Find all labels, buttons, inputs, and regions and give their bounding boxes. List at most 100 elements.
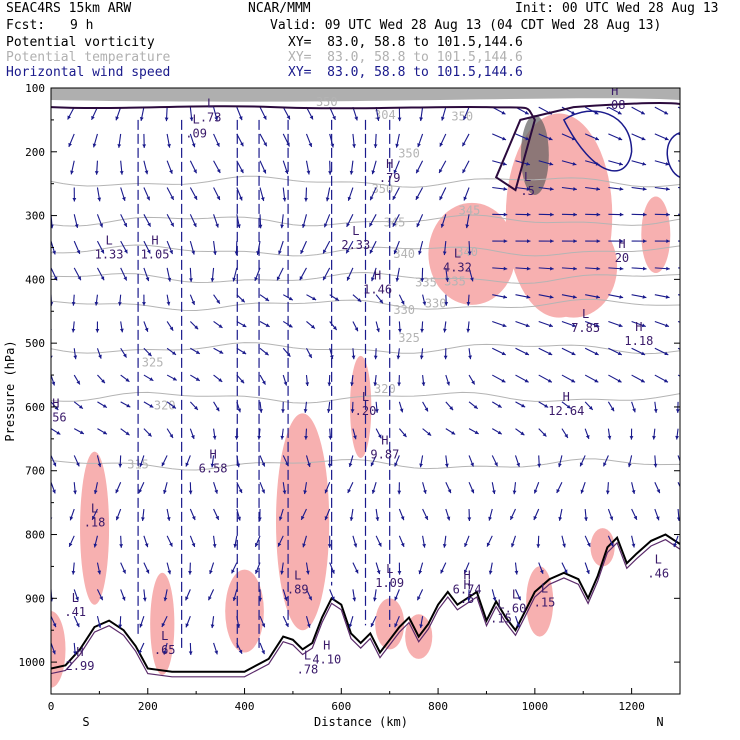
wind-arrowhead <box>420 328 425 333</box>
wind-arrowhead <box>473 404 478 409</box>
wind-arrowhead <box>594 110 599 115</box>
wind-arrowhead <box>572 161 577 166</box>
wind-arrowhead <box>302 543 306 548</box>
wind-arrowhead <box>664 110 669 115</box>
wind-arrowhead <box>163 597 168 602</box>
wind-arrowhead <box>71 301 76 306</box>
wind-arrowhead <box>76 249 81 254</box>
wind-arrowhead <box>373 382 378 386</box>
wind-arrowhead <box>629 436 634 440</box>
wind-arrowhead <box>548 323 553 328</box>
wind-arrowhead <box>125 378 130 382</box>
wind-arrowhead <box>510 515 514 520</box>
wind-arrowhead <box>596 212 601 217</box>
extremum-marker-L: L <box>497 597 504 611</box>
wind-arrowhead <box>325 197 330 202</box>
wind-arrowhead <box>215 223 219 228</box>
wind-arrowhead <box>212 435 217 440</box>
wind-arrowhead <box>491 490 496 495</box>
extremum-value: 7.85 <box>571 321 600 335</box>
extremum-value: .56 <box>45 410 67 424</box>
wind-arrowhead <box>208 596 212 601</box>
wind-arrowhead <box>440 569 444 574</box>
wind-arrowhead <box>288 296 293 301</box>
extremum-marker-L: L <box>91 502 98 516</box>
wind-arrowhead <box>44 115 47 119</box>
wind-arrowhead <box>219 350 224 354</box>
wind-arrowhead <box>238 489 243 494</box>
wind-arrowhead <box>167 277 172 282</box>
wind-arrowhead <box>526 239 531 244</box>
extremum-value: .60 <box>505 602 527 616</box>
wind-arrowhead <box>571 378 576 383</box>
wind-arrowhead <box>301 223 306 228</box>
wind-arrowhead <box>324 516 329 521</box>
wind-arrowhead <box>218 378 223 382</box>
wind-arrowhead <box>283 596 288 601</box>
wind-arrowhead <box>526 187 531 191</box>
wind-arrowhead <box>503 187 508 191</box>
wind-arrowhead <box>328 171 332 175</box>
extremum-marker-H: H <box>52 396 59 410</box>
wind-arrowhead <box>254 276 258 281</box>
wind-arrowhead <box>139 623 143 628</box>
wind-arrowhead <box>526 266 531 271</box>
wind-arrowhead <box>542 432 547 437</box>
wind-arrowhead <box>664 378 669 383</box>
wind-arrowhead <box>665 161 670 166</box>
wind-arrowhead <box>526 295 531 299</box>
wind-vector <box>51 535 52 538</box>
pv-shaded-region <box>428 202 516 305</box>
wind-arrowhead <box>375 517 380 521</box>
wind-arrowhead <box>97 197 102 202</box>
wind-arrowhead <box>170 222 174 227</box>
pv-shaded-region <box>275 413 330 631</box>
wind-arrowhead <box>195 350 200 354</box>
wind-arrowhead <box>673 543 678 548</box>
wind-arrowhead <box>465 224 470 229</box>
field-theta-name: Potential temperature <box>6 50 171 65</box>
wind-arrowhead <box>400 300 405 305</box>
wind-arrowhead <box>596 295 600 299</box>
wind-arrowhead <box>609 516 614 521</box>
wind-arrowhead <box>194 325 199 330</box>
wind-arrowhead <box>309 115 314 120</box>
wind-arrowhead <box>169 250 173 255</box>
extremum-marker-H: H <box>323 639 330 653</box>
wind-arrowhead <box>52 623 57 628</box>
wind-arrowhead <box>261 623 266 628</box>
wind-arrowhead <box>332 115 336 120</box>
wind-arrowhead <box>488 516 492 521</box>
wind-arrowhead <box>655 516 660 521</box>
wind-arrowhead <box>690 239 694 243</box>
wind-arrowhead <box>419 355 424 360</box>
wind-arrowhead <box>525 323 530 328</box>
wind-arrowhead <box>397 490 402 495</box>
wind-arrowhead <box>303 409 308 413</box>
wind-arrowhead <box>537 463 542 468</box>
wind-vector <box>51 160 52 163</box>
wind-arrowhead <box>503 266 508 271</box>
theta-label: 335 <box>444 274 466 288</box>
wind-arrowhead <box>119 170 124 175</box>
wind-arrowhead <box>594 378 599 383</box>
extremum-value: .15 <box>534 595 556 609</box>
wind-arrowhead <box>502 161 507 166</box>
wind-arrowhead <box>463 116 467 121</box>
wind-arrowhead <box>642 161 647 166</box>
wind-arrowhead <box>689 187 693 191</box>
extremum-value: 9.87 <box>370 447 399 461</box>
wind-arrowhead <box>492 597 497 601</box>
wind-arrowhead <box>420 278 425 282</box>
theta-label: 350 <box>451 110 473 124</box>
wind-arrowhead <box>74 224 79 228</box>
theta-label: 325 <box>142 355 164 369</box>
wind-arrowhead <box>558 463 562 468</box>
wind-arrowhead <box>214 489 218 494</box>
x-tick-label: 600 <box>331 700 351 713</box>
wind-arrowhead <box>54 406 59 411</box>
wind-arrowhead <box>664 136 669 141</box>
model-title: SEAC4RS 15km ARW <box>6 1 132 16</box>
org-title: NCAR/MMM <box>248 1 311 16</box>
wind-arrowhead <box>675 435 680 440</box>
